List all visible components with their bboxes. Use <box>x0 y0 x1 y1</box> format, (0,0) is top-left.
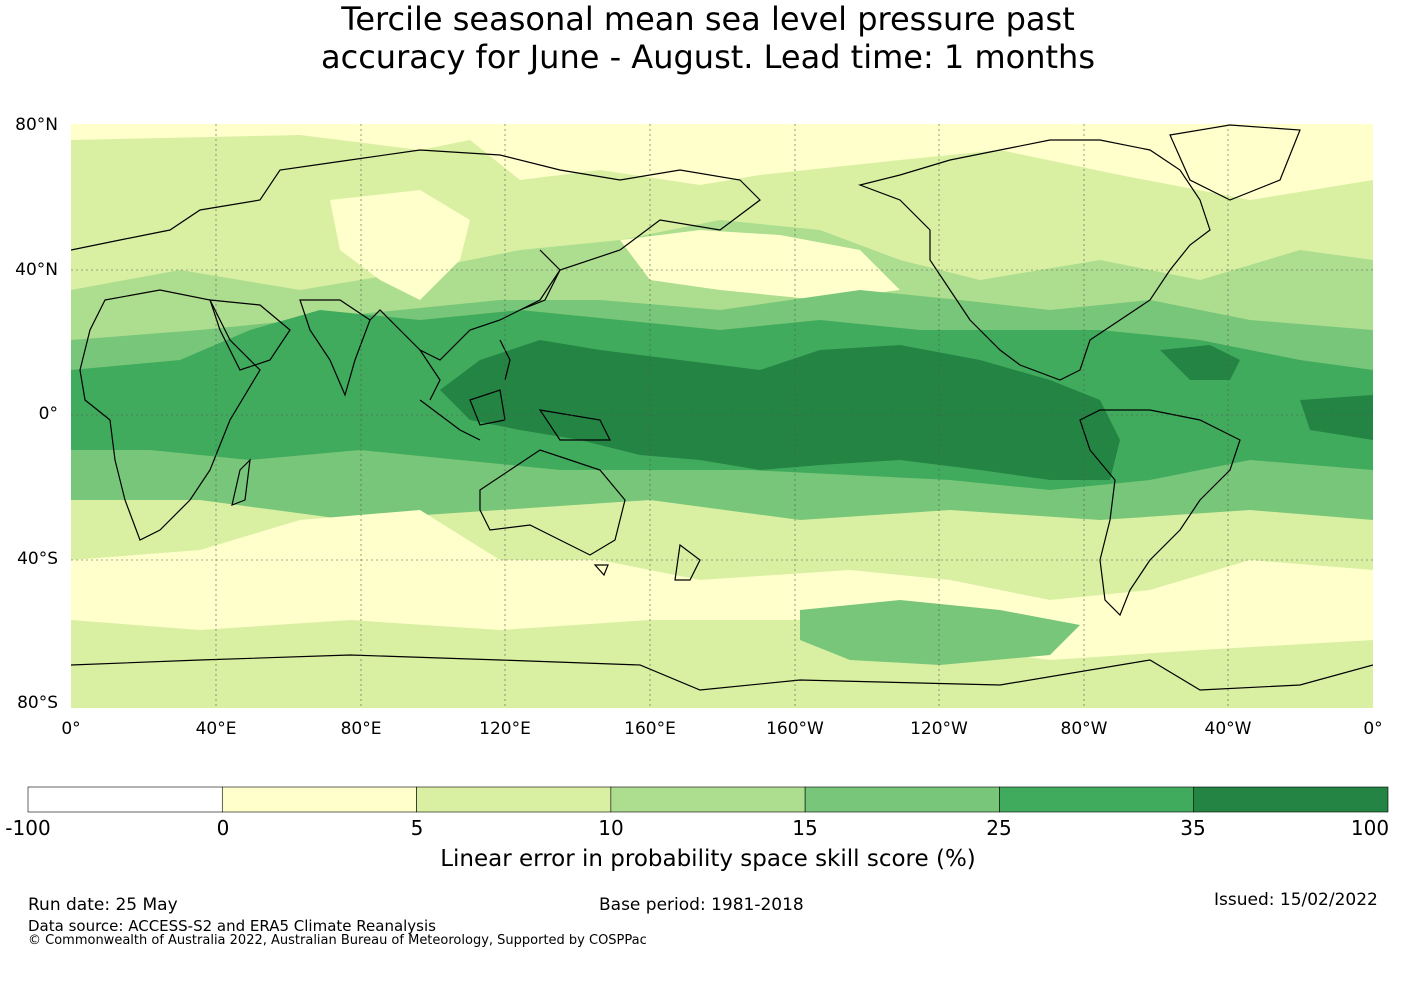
colorbar-tick-5: 25 <box>986 816 1012 840</box>
field-patch-atlantic-dark <box>1160 345 1240 380</box>
lon-label-40e: 40°E <box>195 719 237 739</box>
coastline-antarctica <box>71 654 1373 691</box>
lon-label-40w: 40°W <box>1204 719 1252 739</box>
colorbar-tick-2: 5 <box>410 816 424 840</box>
coastline-philippines <box>499 339 511 381</box>
coastline-sumatra <box>419 399 481 441</box>
coastline-new-zealand <box>674 543 701 581</box>
colorbar <box>27 786 1389 813</box>
title-line-1: Tercile seasonal mean sea level pressure… <box>341 0 1075 38</box>
coastline-southeast-asia <box>419 349 441 401</box>
data-source: Data source: ACCESS-S2 and ERA5 Climate … <box>28 917 436 935</box>
colorbar-label: Linear error in probability space skill … <box>440 846 976 872</box>
coastline-japan <box>519 249 561 311</box>
lon-label-120e: 120°E <box>479 719 531 739</box>
coastline-india <box>299 299 371 397</box>
coastlines <box>71 124 1373 691</box>
lat-label-40n: 40°N <box>15 260 58 280</box>
colorbar-tick-4: 15 <box>792 816 818 840</box>
colorbar-swatch-2 <box>416 786 612 813</box>
lon-label-160w: 160°W <box>766 719 824 739</box>
field-band-antarctic <box>71 650 1373 708</box>
map-title: Tercile seasonal mean sea level pressure… <box>0 0 1416 76</box>
lat-label-80n: 80°N <box>15 115 58 135</box>
colorbar-swatch-4 <box>804 786 1000 813</box>
base-period: Base period: 1981-2018 <box>599 895 804 915</box>
coastline-greenland <box>1169 124 1301 201</box>
lon-label-0-right: 0° <box>1363 719 1383 739</box>
coastline-arabia <box>209 299 291 371</box>
lat-label-40s: 40°S <box>17 549 58 569</box>
field-patch-southern-ocean <box>800 600 1080 665</box>
coastline-africa <box>79 289 261 541</box>
colorbar-swatch-3 <box>610 786 806 813</box>
lon-label-80w: 80°W <box>1060 719 1108 739</box>
colorbar-swatch-5 <box>999 786 1195 813</box>
colorbar-tick-0: -100 <box>5 816 51 840</box>
graticule <box>71 124 1373 708</box>
field-patch-north-pale <box>71 124 1373 200</box>
coastline-new-guinea <box>538 409 611 441</box>
field-patch-pacific-pale <box>620 230 900 300</box>
lon-label-0: 0° <box>61 719 81 739</box>
coastline-north-america <box>857 139 1211 381</box>
lon-label-160e: 160°E <box>624 719 676 739</box>
coastline-tasmania <box>593 564 609 577</box>
colorbar-tick-7: 100 <box>1350 816 1390 840</box>
skill-score-field <box>71 124 1373 708</box>
colorbar-tick-6: 35 <box>1180 816 1206 840</box>
lat-label-eq: 0° <box>38 404 58 424</box>
field-patch-eastatlantic-dark <box>1300 395 1373 440</box>
colorbar-swatch-6 <box>1193 786 1389 813</box>
title-line-2: accuracy for June - August. Lead time: 1… <box>321 38 1095 76</box>
coastline-madagascar <box>231 458 251 506</box>
colorbar-tick-3: 10 <box>598 816 624 840</box>
colorbar-swatch-0 <box>27 786 223 813</box>
coastline-eurasia <box>71 149 761 361</box>
colorbar-tick-1: 0 <box>216 816 230 840</box>
issued-date: Issued: 15/02/2022 <box>1214 890 1378 910</box>
run-date: Run date: 25 May <box>28 895 178 915</box>
field-patch-pacific-dark <box>440 340 1120 480</box>
colorbar-swatch-1 <box>221 786 417 813</box>
coastline-australia <box>479 449 626 556</box>
copyright: © Commonwealth of Australia 2022, Austra… <box>28 933 647 948</box>
coastline-south-america <box>1079 409 1241 617</box>
field-patch-eurasia-pale <box>330 190 470 300</box>
lon-label-80e: 80°E <box>340 719 382 739</box>
lon-label-120w: 120°W <box>910 719 968 739</box>
lat-label-80s: 80°S <box>17 693 58 713</box>
